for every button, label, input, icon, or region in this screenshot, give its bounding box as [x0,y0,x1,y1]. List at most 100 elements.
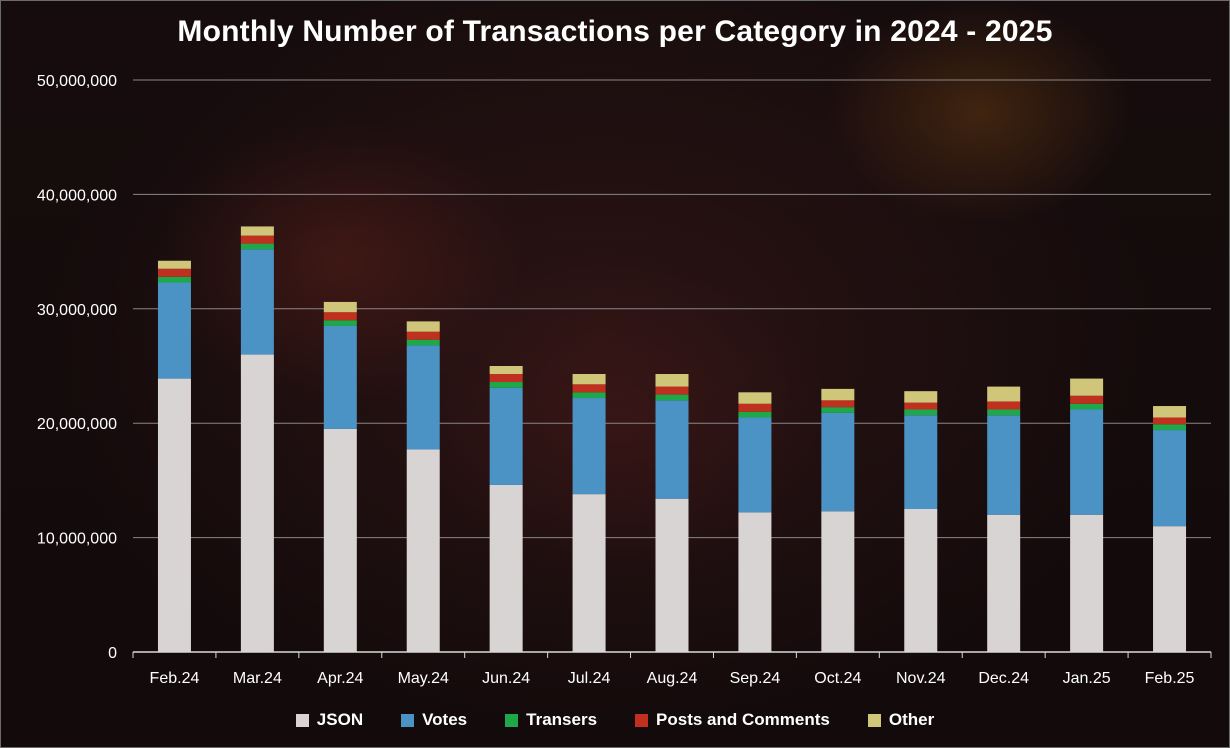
bar-votes-mar-24 [240,249,274,355]
bar-json-feb-24 [157,378,191,652]
bar-other-jul-24 [572,374,606,385]
bar-votes-sep-24 [738,417,772,513]
bars-group [157,226,1187,652]
legend: JSON Votes Transers Posts and Comments Other [1,710,1229,730]
bar-json-nov-24 [904,509,938,652]
y-tick-label: 10,000,000 [37,531,117,548]
bar-votes-aug-24 [655,400,689,499]
bar-json-feb-25 [1153,526,1187,652]
bar-posts-and-comments-feb-24 [157,268,191,277]
x-tick-label: Apr.24 [317,670,363,687]
bar-votes-jun-24 [489,387,523,485]
bar-json-sep-24 [738,512,772,652]
bar-transers-nov-24 [904,409,938,416]
bar-votes-nov-24 [904,415,938,509]
y-axis: 0 10,000,000 20,000,000 30,000,000 40,000,00… [37,73,117,662]
bar-votes-feb-25 [1153,430,1187,527]
bar-votes-jan-25 [1070,409,1104,515]
bar-json-may-24 [406,449,440,652]
x-tick-label: Feb.24 [150,670,200,687]
bar-other-aug-24 [655,374,689,387]
legend-item-json: JSON [295,710,364,730]
bar-posts-and-comments-mar-24 [240,235,274,244]
legend-label: Other [888,710,935,729]
bar-posts-and-comments-aug-24 [655,386,689,395]
bar-transers-oct-24 [821,407,855,413]
bar-other-dec-24 [987,386,1021,402]
x-tick-label: Sep.24 [730,670,781,687]
bar-posts-and-comments-may-24 [406,331,440,340]
bar-votes-feb-24 [157,282,191,379]
bar-json-jun-24 [489,484,523,652]
bar-transers-mar-24 [240,243,274,250]
y-tick-label: 20,000,000 [37,416,117,433]
x-tick-label: Mar.24 [233,670,282,687]
bar-votes-apr-24 [323,325,357,429]
x-tick-label: Oct.24 [814,670,861,687]
y-tick-label: 40,000,000 [37,187,117,204]
bar-posts-and-comments-dec-24 [987,401,1021,410]
bar-json-aug-24 [655,498,689,652]
legend-item-votes: Votes [401,710,467,730]
bar-other-mar-24 [240,226,274,236]
bar-other-oct-24 [821,388,855,401]
bar-transers-dec-24 [987,409,1021,416]
legend-label: Transers [526,710,598,729]
x-tick-label: Jul.24 [568,670,611,687]
legend-label: Votes [422,710,468,729]
bar-votes-may-24 [406,345,440,450]
bar-posts-and-comments-jul-24 [572,384,606,393]
bar-posts-and-comments-sep-24 [738,403,772,412]
legend-item-transers: Transers [505,710,597,730]
legend-swatch [295,713,309,727]
bar-posts-and-comments-jun-24 [489,374,523,383]
bar-transers-feb-24 [157,276,191,283]
y-tick-label: 0 [108,645,117,662]
legend-swatch [867,713,881,727]
bar-json-oct-24 [821,511,855,652]
y-tick-label: 30,000,000 [37,302,117,319]
bar-posts-and-comments-apr-24 [323,312,357,321]
x-tick-label: Jun.24 [482,670,530,687]
bar-votes-dec-24 [987,415,1021,515]
bar-posts-and-comments-jan-25 [1070,395,1104,404]
bar-transers-feb-25 [1153,424,1187,431]
bar-json-apr-24 [323,428,357,652]
bar-transers-sep-24 [738,411,772,418]
bar-votes-jul-24 [572,398,606,495]
bar-transers-may-24 [406,339,440,346]
x-tick-label: Nov.24 [896,670,946,687]
bar-json-mar-24 [240,354,274,652]
bar-transers-jan-25 [1070,403,1104,410]
bar-transers-aug-24 [655,394,689,401]
x-tick-label: Feb.25 [1145,670,1195,687]
x-tick-label: May.24 [398,670,449,687]
legend-label: JSON [316,710,364,729]
bar-posts-and-comments-oct-24 [821,400,855,408]
bar-transers-jul-24 [572,392,606,399]
bar-other-sep-24 [738,392,772,404]
bar-transers-jun-24 [489,382,523,388]
bar-other-nov-24 [904,391,938,403]
bar-posts-and-comments-feb-25 [1153,417,1187,425]
x-tick-label: Aug.24 [647,670,698,687]
legend-item-other: Other [867,710,935,730]
bar-other-apr-24 [323,301,357,313]
bar-transers-apr-24 [323,320,357,326]
legend-item-posts-and-comments: Posts and Comments [635,710,830,730]
bar-other-may-24 [406,321,440,332]
bar-other-jan-25 [1070,378,1104,396]
bar-other-jun-24 [489,366,523,375]
bar-json-jul-24 [572,494,606,652]
legend-swatch [505,713,519,727]
bar-other-feb-25 [1153,406,1187,418]
legend-swatch [635,713,649,727]
legend-swatch [401,713,415,727]
bar-json-dec-24 [987,514,1021,652]
bar-json-jan-25 [1070,514,1104,652]
bar-posts-and-comments-nov-24 [904,402,938,410]
chart-title: Monthly Number of Transactions per Categ… [177,15,1053,48]
x-tick-label: Jan.25 [1063,670,1111,687]
